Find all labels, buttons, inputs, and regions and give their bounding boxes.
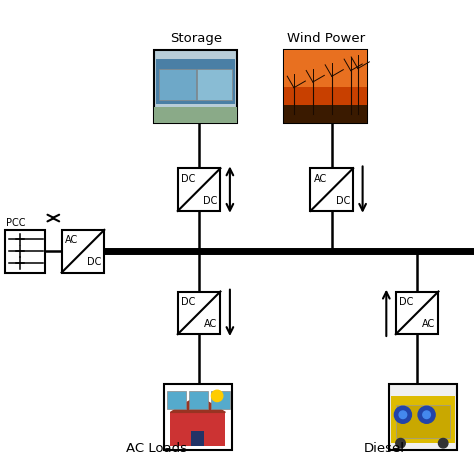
Text: AC: AC [203,319,217,329]
Bar [167,391,186,409]
Bar [178,292,220,334]
Circle shape [399,411,407,419]
Text: DC: DC [87,257,101,267]
Circle shape [423,411,430,419]
Polygon shape [170,396,226,412]
Circle shape [418,406,435,423]
Text: DC: DC [203,196,218,206]
Text: DC: DC [181,173,195,183]
Circle shape [394,406,411,423]
Text: Storage: Storage [170,32,222,45]
Bar [284,50,367,123]
Bar [389,384,457,450]
Bar [154,107,237,123]
Bar [284,50,367,87]
Circle shape [396,438,405,448]
Bar [159,69,196,100]
Text: AC: AC [314,173,328,183]
Bar [154,50,237,123]
Text: Wind Power: Wind Power [287,32,365,45]
Bar [156,59,235,104]
Text: AC: AC [421,319,435,329]
Bar [62,230,104,273]
Text: AC Loads: AC Loads [126,442,187,455]
Bar [310,168,353,211]
Bar [211,391,230,409]
Bar [189,391,208,409]
Bar [164,384,232,450]
Bar [396,292,438,334]
Text: DC: DC [336,196,350,206]
Bar [284,105,367,123]
Bar [197,69,232,100]
Text: Diesel: Diesel [364,442,404,455]
Bar [191,430,204,446]
Circle shape [211,390,223,401]
Bar [284,87,367,105]
Text: PCC: PCC [6,218,25,228]
Bar [396,405,450,438]
Bar [391,396,455,443]
Bar [178,168,220,211]
Text: DC: DC [399,297,413,307]
Text: DC: DC [181,297,195,307]
Bar [5,230,45,273]
Circle shape [438,438,448,448]
Bar [170,412,226,446]
Text: AC: AC [65,235,79,245]
